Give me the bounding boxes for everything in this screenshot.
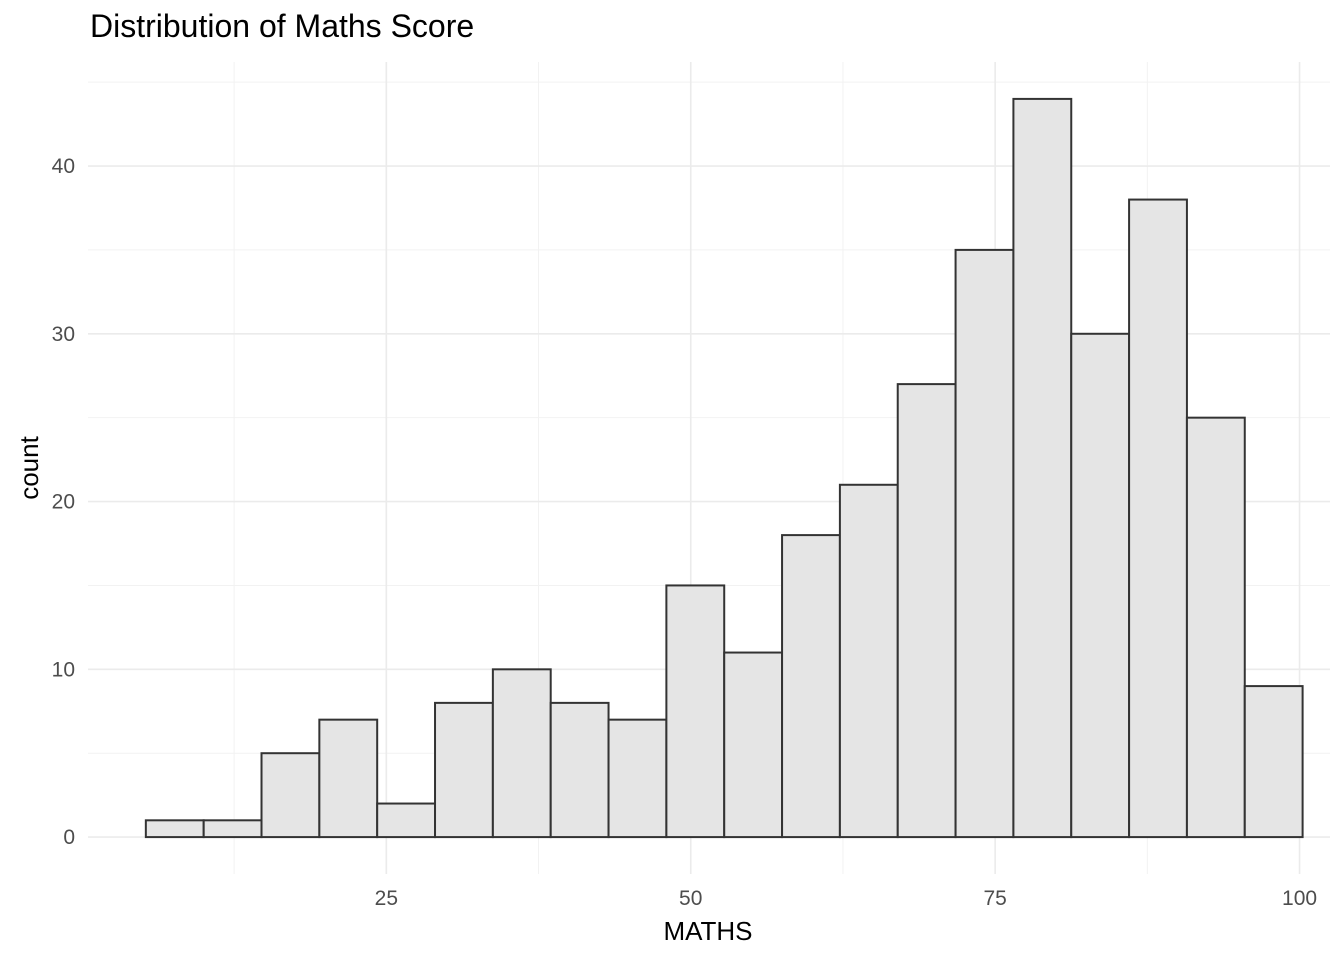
y-tick-label: 30 xyxy=(52,323,75,346)
histogram-bar xyxy=(549,701,610,839)
histogram-bar xyxy=(260,752,321,839)
histogram-bar xyxy=(376,802,437,839)
x-axis-tick-labels: 25 50 75 100 xyxy=(375,887,1317,910)
x-tick-label: 75 xyxy=(983,887,1006,910)
histogram-bar xyxy=(144,819,205,839)
histogram-bar xyxy=(1070,332,1131,839)
histogram-bar xyxy=(491,668,552,839)
histogram-bar xyxy=(318,718,379,839)
y-tick-label: 20 xyxy=(52,491,75,514)
histogram-bar xyxy=(665,584,726,839)
histogram-bars xyxy=(144,97,1304,839)
y-tick-label: 10 xyxy=(52,658,75,681)
histogram-bar xyxy=(1012,97,1073,839)
histogram-bar xyxy=(723,651,784,839)
x-tick-label: 100 xyxy=(1282,887,1317,910)
histogram-bar xyxy=(1185,416,1246,839)
x-axis-title: MATHS xyxy=(663,916,752,946)
y-tick-label: 40 xyxy=(52,155,75,178)
histogram-bar xyxy=(781,534,841,839)
histogram-bar xyxy=(954,248,1015,839)
histogram-bar xyxy=(434,701,494,839)
histogram-bar xyxy=(1243,685,1304,839)
y-tick-label: 0 xyxy=(63,826,75,849)
histogram-bar xyxy=(838,483,899,839)
chart-title: Distribution of Maths Score xyxy=(90,8,475,44)
histogram-bar xyxy=(607,718,668,839)
histogram-bar xyxy=(202,819,263,839)
histogram-bar xyxy=(896,383,957,839)
histogram-bar xyxy=(1128,198,1188,839)
y-axis-tick-labels: 0 10 20 30 40 xyxy=(52,155,75,849)
y-axis-title: count xyxy=(14,435,44,499)
x-tick-label: 25 xyxy=(375,887,398,910)
x-tick-label: 50 xyxy=(679,887,702,910)
